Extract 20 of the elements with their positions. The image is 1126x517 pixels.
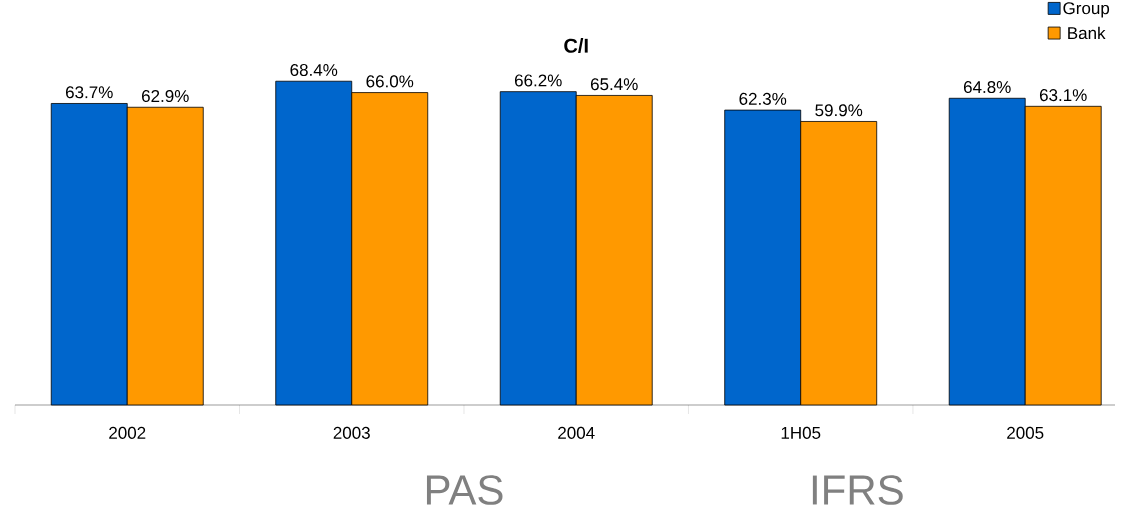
data-label: 63.1% bbox=[1039, 89, 1087, 102]
x-tick-label: 2004 bbox=[558, 426, 595, 439]
x-tick-label: 2005 bbox=[1007, 426, 1044, 439]
data-label: 65.4% bbox=[590, 78, 638, 91]
data-label: 62.9% bbox=[142, 90, 189, 103]
x-tick-label: 2003 bbox=[333, 426, 370, 439]
data-label: 63.7% bbox=[66, 86, 113, 99]
data-label: 62.3% bbox=[739, 92, 787, 105]
legend-label: Bank bbox=[1068, 26, 1106, 40]
data-label: 59.9% bbox=[815, 104, 863, 117]
data-label: 66.0% bbox=[366, 75, 414, 88]
data-label: 66.2% bbox=[514, 74, 562, 87]
text: PAS bbox=[426, 475, 503, 505]
data-label: 68.4% bbox=[290, 63, 338, 77]
chart-title: C/I bbox=[564, 38, 588, 53]
data-label: 64.8% bbox=[963, 81, 1011, 94]
x-tick-label: 2002 bbox=[109, 426, 146, 439]
x-tick-label: 1H05 bbox=[781, 426, 821, 439]
legend-label: Group bbox=[1063, 2, 1110, 18]
text: IFRS bbox=[812, 475, 903, 505]
